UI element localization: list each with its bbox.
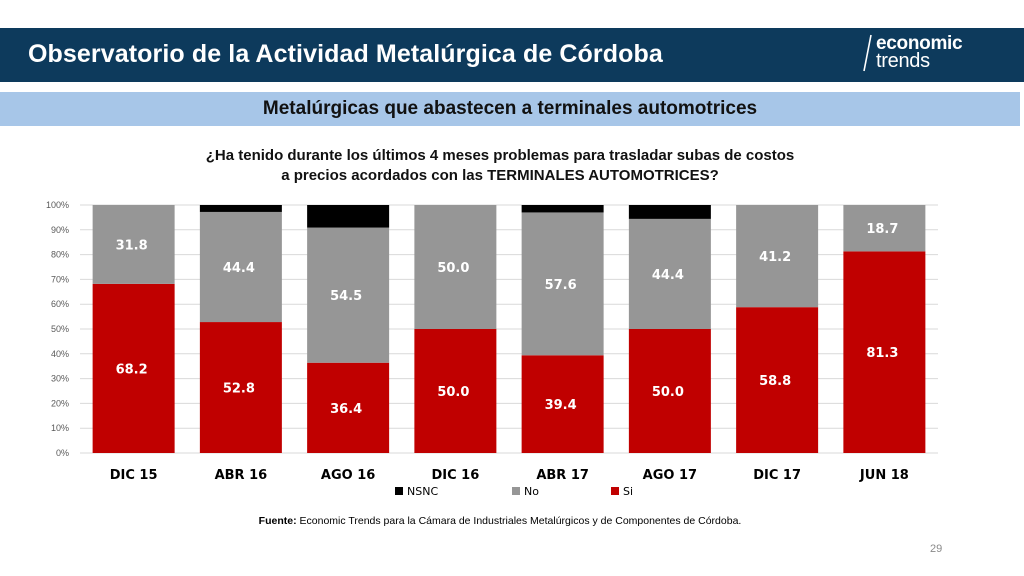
bar-no [628, 218, 711, 329]
logo-slash-icon [863, 34, 872, 72]
bar-no [199, 211, 282, 323]
legend-label-no: No [524, 485, 539, 498]
data-label: 44.4 [652, 268, 684, 283]
source-note: Fuente: Economic Trends para la Cámara d… [0, 515, 1000, 527]
legend: NSNC No Si [395, 485, 633, 498]
y-tick-label: 60% [51, 299, 69, 309]
x-tick-label: DIC 15 [110, 468, 158, 483]
data-label: 57.6 [545, 278, 577, 293]
y-tick-label: 100% [46, 200, 69, 210]
data-label: 44.4 [223, 261, 255, 276]
logo-word-economic: economic [876, 33, 963, 54]
y-tick-label: 70% [51, 274, 69, 284]
bar-si [92, 283, 175, 453]
data-label: 50.0 [437, 261, 469, 276]
x-axis: DIC 15 ABR 16 AGO 16 DIC 16 ABR 17 AGO 17 DIC … [110, 468, 909, 483]
legend-swatch-nsnc [395, 487, 403, 495]
chart-question: ¿Ha tenido durante los últimos 4 meses p… [100, 146, 900, 186]
source-text: Economic Trends para la Cámara de Indust… [296, 515, 742, 527]
bar-no [92, 205, 175, 284]
y-tick-label: 80% [51, 250, 69, 260]
bar-no [307, 227, 390, 363]
y-tick-label: 20% [51, 398, 69, 408]
data-label: 68.2 [116, 362, 148, 377]
bar-no [414, 205, 497, 329]
y-tick-label: 0% [56, 448, 69, 458]
subtitle-bar: Metalúrgicas que abastecen a terminales … [0, 92, 1020, 126]
bars [92, 205, 926, 453]
economic-trends-logo: economic trends [862, 33, 1002, 77]
data-label: 50.0 [652, 385, 684, 400]
bar-si [521, 355, 604, 453]
x-tick-label: ABR 16 [215, 468, 268, 483]
data-label: 54.5 [330, 289, 362, 304]
y-tick-label: 90% [51, 225, 69, 235]
bar-no [521, 212, 604, 356]
bar-si [628, 329, 711, 453]
y-tick-label: 40% [51, 349, 69, 359]
x-tick-label: ABR 17 [536, 468, 589, 483]
data-label: 39.4 [545, 398, 577, 413]
page-title: Observatorio de la Actividad Metalúrgica… [28, 40, 663, 68]
header-bar: Observatorio de la Actividad Metalúrgica… [0, 28, 1024, 82]
legend-label-si: Si [623, 485, 633, 498]
y-tick-label: 10% [51, 423, 69, 433]
data-labels: 68.2 31.8 52.8 44.4 36.4 54.5 50.0 50.0 39.4 57.6… [116, 222, 899, 417]
x-tick-label: DIC 16 [431, 468, 479, 483]
source-label: Fuente: [258, 515, 297, 527]
bar-nsnc [199, 205, 282, 212]
bar-si [843, 251, 926, 453]
bar-nsnc [307, 205, 390, 228]
logo-word-trends: trends [876, 50, 930, 72]
legend-swatch-no [512, 487, 520, 495]
y-tick-label: 30% [51, 374, 69, 384]
question-line-1: ¿Ha tenido durante los últimos 4 meses p… [205, 147, 795, 164]
x-tick-label: JUN 18 [859, 468, 909, 483]
question-line-2: a precios acordados con las TERMINALES A… [281, 167, 719, 184]
data-label: 18.7 [866, 222, 898, 237]
data-label: 50.0 [437, 385, 469, 400]
data-label: 58.8 [759, 374, 791, 389]
data-label: 41.2 [759, 250, 791, 265]
bar-no [843, 205, 926, 252]
y-axis: 0% 10% 20% 30% 40% 50% 60% 70% 80% 90% 100% [46, 200, 69, 458]
x-tick-label: AGO 16 [321, 468, 375, 483]
page-number: 29 [930, 543, 943, 555]
stacked-bar-chart: 68.2 31.8 52.8 44.4 36.4 54.5 50.0 50.0 39.4 57.6… [46, 200, 938, 498]
data-label: 81.3 [866, 346, 898, 361]
data-label: 36.4 [330, 402, 362, 417]
bar-si [736, 307, 819, 453]
x-tick-label: AGO 17 [643, 468, 697, 483]
y-tick-label: 50% [51, 324, 69, 334]
data-label: 31.8 [116, 238, 148, 253]
legend-swatch-si [611, 487, 619, 495]
bar-nsnc [521, 205, 604, 213]
bar-si [199, 322, 282, 453]
bar-si [307, 362, 390, 453]
bar-no [736, 205, 819, 308]
x-tick-label: DIC 17 [753, 468, 801, 483]
section-subtitle: Metalúrgicas que abastecen a terminales … [262, 98, 758, 119]
legend-label-nsnc: NSNC [407, 485, 438, 498]
bar-nsnc [628, 205, 711, 219]
bar-si [414, 329, 497, 453]
data-label: 52.8 [223, 382, 255, 397]
